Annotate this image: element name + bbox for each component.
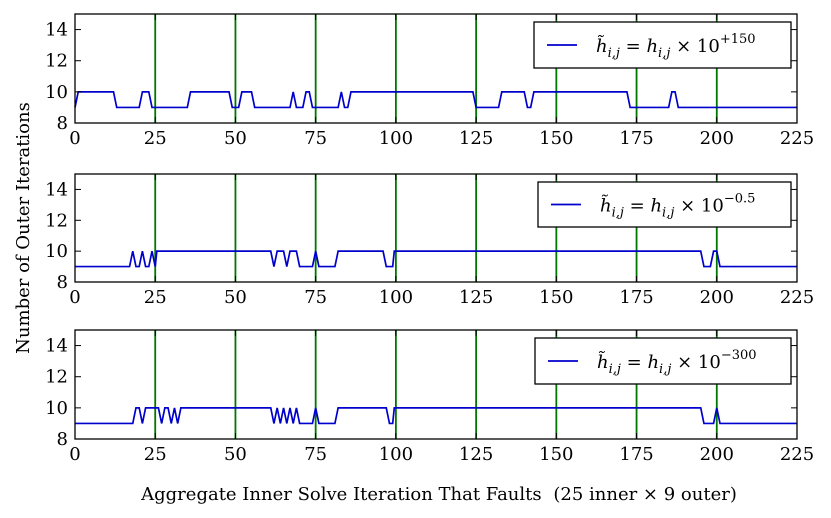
y-tick-label: 8 <box>57 113 68 134</box>
y-tick-label: 10 <box>45 241 68 262</box>
x-tick-label: 200 <box>700 444 734 465</box>
x-tick-label: 200 <box>700 128 734 149</box>
plot-frame <box>74 173 798 283</box>
legend-label: h̃i,j = hi,j × 10−0.5 <box>600 192 755 221</box>
x-tick-label: 100 <box>379 287 413 308</box>
x-tick-label: 25 <box>144 128 167 149</box>
x-tick-label: 0 <box>69 444 80 465</box>
x-axis-title: Aggregate Inner Solve Iteration That Fau… <box>140 484 737 505</box>
legend-subscript: i,j <box>612 206 624 221</box>
legend-label: h̃i,j = hi,j × 10−300 <box>597 348 757 377</box>
x-tick-label: 75 <box>304 287 327 308</box>
x-tick-label: 175 <box>619 128 653 149</box>
x-tick-label: 0 <box>69 287 80 308</box>
plot-frame <box>74 329 798 440</box>
y-tick-label: 14 <box>45 336 68 357</box>
x-tick-label: 150 <box>539 128 573 149</box>
legend-exponent: −300 <box>721 348 757 363</box>
x-tick-label: 175 <box>619 444 653 465</box>
legend: h̃i,j = hi,j × 10−300 <box>534 337 792 385</box>
x-tick-label: 175 <box>619 287 653 308</box>
legend-times-ten: × 10 <box>670 36 719 57</box>
y-axis-title: Number of Outer Iterations <box>13 102 34 354</box>
x-tick-label: 50 <box>224 444 247 465</box>
x-tick-label: 50 <box>224 287 247 308</box>
legend-subscript: i,j <box>662 206 674 221</box>
x-tick-label: 0 <box>69 128 80 149</box>
legend-equals: = h <box>621 352 659 373</box>
legend-h-tilde: h̃ <box>596 34 608 57</box>
plot-frame <box>74 13 798 124</box>
legend-subscript: i,j <box>658 46 670 61</box>
y-tick-label: 14 <box>45 179 68 200</box>
x-tick-label: 125 <box>459 287 493 308</box>
legend-times-ten: × 10 <box>671 352 720 373</box>
series-line <box>75 407 797 425</box>
x-axis-title-note: (25 inner × 9 outer) <box>553 484 737 505</box>
y-tick-label: 12 <box>45 51 68 72</box>
legend-subscript: i,j <box>609 362 621 377</box>
legend-label: h̃i,j = hi,j × 10+150 <box>596 32 756 61</box>
x-tick-label: 225 <box>780 287 814 308</box>
x-tick-label: 50 <box>224 128 247 149</box>
series-line <box>74 91 797 109</box>
y-tick-label: 10 <box>45 398 68 419</box>
x-tick-label: 150 <box>539 287 573 308</box>
legend-exponent: +150 <box>720 32 756 47</box>
legend-subscript: i,j <box>608 46 620 61</box>
legend-h-tilde: h̃ <box>597 350 609 373</box>
x-tick-label: 225 <box>780 444 814 465</box>
x-tick-label: 125 <box>459 128 493 149</box>
y-tick-label: 8 <box>57 429 68 450</box>
x-tick-label: 25 <box>144 287 167 308</box>
legend-h-tilde: h̃ <box>600 194 612 217</box>
x-axis-title-main: Aggregate Inner Solve Iteration That Fau… <box>140 484 541 505</box>
x-tick-label: 100 <box>379 128 413 149</box>
legend-equals: = h <box>624 196 662 217</box>
y-tick-label: 8 <box>57 272 68 293</box>
series-line <box>75 250 797 268</box>
legend-equals: = h <box>620 36 658 57</box>
legend: h̃i,j = hi,j × 10+150 <box>533 21 792 69</box>
x-tick-label: 225 <box>780 128 814 149</box>
x-tick-label: 125 <box>459 444 493 465</box>
y-tick-label: 12 <box>45 210 68 231</box>
y-tick-label: 10 <box>45 82 68 103</box>
legend-exponent: −0.5 <box>724 192 756 207</box>
x-tick-label: 200 <box>700 287 734 308</box>
x-tick-label: 150 <box>539 444 573 465</box>
x-tick-label: 100 <box>379 444 413 465</box>
x-tick-label: 25 <box>144 444 167 465</box>
legend: h̃i,j = hi,j × 10−0.5 <box>537 181 792 228</box>
y-tick-label: 12 <box>45 367 68 388</box>
legend-times-ten: × 10 <box>674 196 723 217</box>
y-tick-label: 14 <box>45 20 68 41</box>
x-tick-label: 75 <box>304 128 327 149</box>
legend-subscript: i,j <box>659 362 671 377</box>
x-tick-label: 75 <box>304 444 327 465</box>
